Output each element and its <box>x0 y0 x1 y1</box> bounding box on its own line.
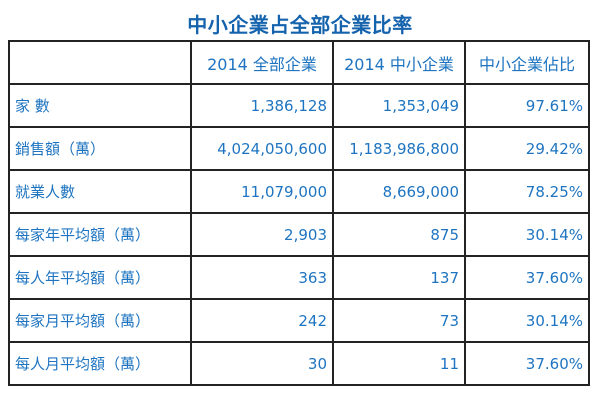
row-label-cell: 家 數 <box>8 83 192 128</box>
value-cell-sme: 1,353,049 <box>332 83 466 128</box>
ratio-cell: 30.14% <box>464 212 590 257</box>
ratio-cell: 37.60% <box>464 341 590 386</box>
table-row: 銷售額（萬） 4,024,050,600 1,183,986,800 29.42… <box>8 126 590 171</box>
value-cell-all: 363 <box>190 255 334 300</box>
row-label-cell: 就業人數 <box>8 169 192 214</box>
value-cell-sme: 11 <box>332 341 466 386</box>
table-row: 就業人數 11,079,000 8,669,000 78.25% <box>8 169 590 214</box>
header-sme-enterprises: 2014 中小企業 <box>332 40 466 85</box>
row-label-cell: 每人月平均額（萬） <box>8 341 192 386</box>
value-cell-all: 242 <box>190 298 334 343</box>
value-cell-all: 2,903 <box>190 212 334 257</box>
row-label-cell: 每家年平均額（萬） <box>8 212 192 257</box>
header-all-enterprises: 2014 全部企業 <box>190 40 334 85</box>
ratio-cell: 37.60% <box>464 255 590 300</box>
table-row: 家 數 1,386,128 1,353,049 97.61% <box>8 83 590 128</box>
table-row: 每家年平均額（萬） 2,903 875 30.14% <box>8 212 590 257</box>
row-label-cell: 每家月平均額（萬） <box>8 298 192 343</box>
table-row: 每家月平均額（萬） 242 73 30.14% <box>8 298 590 343</box>
table-row: 每人年平均額（萬） 363 137 37.60% <box>8 255 590 300</box>
value-cell-sme: 137 <box>332 255 466 300</box>
row-label-cell: 每人年平均額（萬） <box>8 255 192 300</box>
value-cell-sme: 875 <box>332 212 466 257</box>
value-cell-all: 1,386,128 <box>190 83 334 128</box>
corner-cell <box>8 40 192 85</box>
value-cell-all: 11,079,000 <box>190 169 334 214</box>
ratio-cell: 78.25% <box>464 169 590 214</box>
ratio-cell: 29.42% <box>464 126 590 171</box>
value-cell-sme: 8,669,000 <box>332 169 466 214</box>
table-row: 每人月平均額（萬） 30 11 37.60% <box>8 341 590 386</box>
header-sme-ratio: 中小企業佔比 <box>464 40 590 85</box>
value-cell-all: 30 <box>190 341 334 386</box>
value-cell-all: 4,024,050,600 <box>190 126 334 171</box>
ratio-cell: 30.14% <box>464 298 590 343</box>
row-label-cell: 銷售額（萬） <box>8 126 192 171</box>
value-cell-sme: 1,183,986,800 <box>332 126 466 171</box>
sme-ratio-table: 2014 全部企業 2014 中小企業 中小企業佔比 家 數 1,386,128… <box>8 40 590 386</box>
header-row: 2014 全部企業 2014 中小企業 中小企業佔比 <box>8 40 590 85</box>
ratio-cell: 97.61% <box>464 83 590 128</box>
value-cell-sme: 73 <box>332 298 466 343</box>
page-title: 中小企業占全部企業比率 <box>187 13 413 37</box>
